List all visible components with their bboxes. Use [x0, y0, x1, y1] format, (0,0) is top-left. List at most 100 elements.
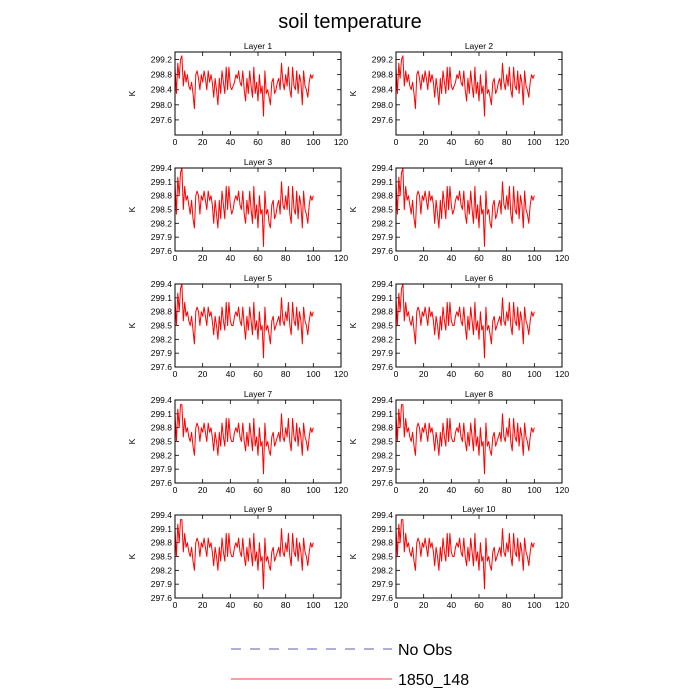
x-tick-label: 100: [306, 600, 320, 610]
x-tick-label: 60: [474, 485, 484, 495]
x-tick-label: 20: [419, 369, 429, 379]
y-tick-label: 297.6: [372, 593, 394, 603]
series-line-1850_148: [174, 283, 314, 359]
x-tick-label: 40: [447, 253, 457, 263]
x-tick-label: 120: [555, 369, 569, 379]
x-tick-label: 120: [334, 369, 348, 379]
x-tick-label: 100: [527, 137, 541, 147]
y-tick-label: 297.9: [372, 464, 394, 474]
x-tick-label: 100: [306, 137, 320, 147]
y-tick-label: 299.4: [372, 395, 394, 405]
x-tick-label: 20: [198, 253, 208, 263]
y-tick-label: 298.0: [372, 100, 394, 110]
y-tick-label: 298.2: [151, 565, 173, 575]
x-tick-label: 100: [306, 369, 320, 379]
panel-title: Layer 7: [244, 389, 273, 399]
y-axis-label: K: [127, 206, 137, 212]
y-axis-label: K: [127, 553, 137, 559]
x-tick-label: 40: [226, 600, 236, 610]
x-tick-label: 60: [253, 253, 263, 263]
y-tick-label: 298.2: [151, 218, 173, 228]
plot-frame: [395, 51, 563, 136]
y-tick-label: 298.2: [372, 450, 394, 460]
x-tick-label: 0: [173, 253, 178, 263]
x-tick-label: 80: [281, 485, 291, 495]
x-tick-label: 20: [419, 253, 429, 263]
panel-title: Layer 2: [465, 41, 494, 51]
panel-title: Layer 1: [244, 41, 273, 51]
plot-frame: [395, 514, 563, 599]
x-tick-label: 120: [555, 137, 569, 147]
x-tick-label: 40: [447, 137, 457, 147]
panel-1: Layer 1 0 20 40 60 80 100 120 297.6 298.0 298.4 298…: [127, 41, 348, 147]
y-tick-label: 299.4: [151, 510, 173, 520]
y-tick-label: 299.1: [372, 293, 394, 303]
y-tick-label: 298.8: [372, 191, 394, 201]
y-tick-label: 297.9: [372, 232, 394, 242]
x-tick-label: 80: [502, 137, 512, 147]
y-tick-label: 298.4: [151, 85, 173, 95]
panel-2: Layer 2 0 20 40 60 80 100 120 297.6 298.0 298.4 298…: [348, 41, 569, 147]
y-tick-label: 299.4: [372, 279, 394, 289]
x-tick-label: 20: [419, 485, 429, 495]
y-tick-label: 299.4: [151, 395, 173, 405]
panel-9: Layer 9 0 20 40 60 80 100 120 297.6 297.9 298.2 298…: [127, 504, 348, 610]
x-tick-label: 40: [226, 253, 236, 263]
x-tick-label: 100: [306, 485, 320, 495]
x-tick-label: 40: [447, 369, 457, 379]
x-tick-label: 60: [474, 600, 484, 610]
x-tick-label: 120: [555, 600, 569, 610]
y-tick-label: 298.4: [372, 85, 394, 95]
y-tick-label: 299.1: [151, 524, 173, 534]
y-axis-label: K: [348, 322, 358, 328]
plot-frame: [174, 399, 342, 484]
y-tick-label: 297.9: [151, 348, 173, 358]
plot-frame: [395, 167, 563, 252]
panel-title: Layer 5: [244, 273, 273, 283]
y-tick-label: 298.5: [372, 321, 394, 331]
x-tick-label: 100: [527, 600, 541, 610]
y-tick-label: 298.0: [151, 100, 173, 110]
legend: No Obs 1850_148: [231, 642, 469, 689]
x-tick-label: 80: [502, 485, 512, 495]
y-tick-label: 297.9: [372, 579, 394, 589]
y-axis-label: K: [348, 553, 358, 559]
panel-title: Layer 6: [465, 273, 494, 283]
x-tick-label: 120: [555, 485, 569, 495]
x-tick-label: 80: [281, 369, 291, 379]
y-tick-label: 298.5: [372, 437, 394, 447]
x-tick-label: 60: [253, 137, 263, 147]
legend-label-2: 1850_148: [398, 672, 469, 689]
x-tick-label: 60: [474, 369, 484, 379]
x-tick-label: 80: [281, 600, 291, 610]
x-tick-label: 0: [173, 137, 178, 147]
y-tick-label: 299.2: [372, 55, 394, 65]
y-tick-label: 298.2: [372, 565, 394, 575]
panel-grid: Layer 1 0 20 40 60 80 100 120 297.6 298.0 298.4 298…: [127, 41, 569, 610]
x-tick-label: 100: [527, 485, 541, 495]
x-tick-label: 80: [502, 253, 512, 263]
x-tick-label: 120: [334, 485, 348, 495]
x-tick-label: 100: [306, 253, 320, 263]
x-tick-label: 0: [394, 485, 399, 495]
y-tick-label: 297.6: [372, 362, 394, 372]
x-tick-label: 80: [281, 137, 291, 147]
x-tick-label: 20: [198, 600, 208, 610]
x-tick-label: 60: [253, 600, 263, 610]
y-tick-label: 298.8: [372, 538, 394, 548]
series-line-1850_148: [395, 283, 535, 359]
y-tick-label: 298.2: [372, 218, 394, 228]
panel-8: Layer 8 0 20 40 60 80 100 120 297.6 297.9 298.2 298…: [348, 389, 569, 495]
series-line-1850_148: [174, 55, 314, 117]
y-tick-label: 298.8: [151, 307, 173, 317]
x-tick-label: 100: [527, 253, 541, 263]
x-tick-label: 20: [198, 137, 208, 147]
y-tick-label: 297.9: [151, 579, 173, 589]
series-line-1850_148: [395, 404, 535, 475]
y-tick-label: 299.4: [151, 163, 173, 173]
y-axis-label: K: [348, 206, 358, 212]
x-tick-label: 60: [253, 485, 263, 495]
y-tick-label: 299.1: [372, 524, 394, 534]
y-tick-label: 299.2: [151, 55, 173, 65]
x-tick-label: 20: [198, 485, 208, 495]
